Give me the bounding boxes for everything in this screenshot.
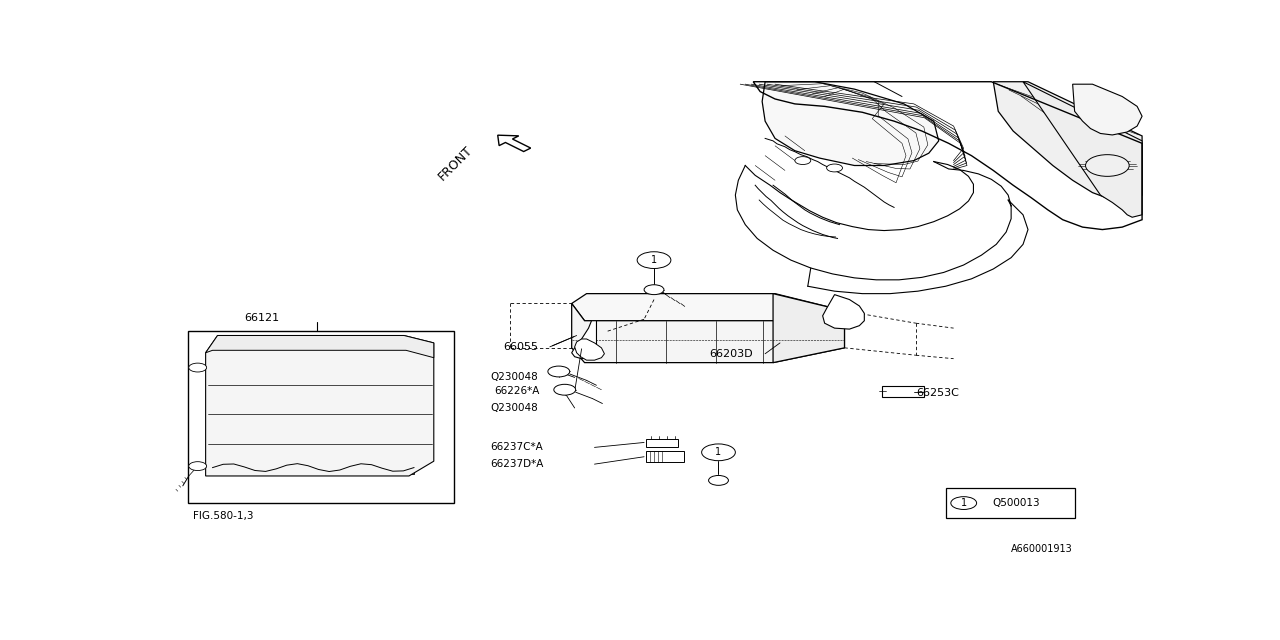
Circle shape: [644, 285, 664, 294]
Bar: [646, 438, 678, 447]
Bar: [211, 434, 238, 442]
Text: 1: 1: [652, 255, 657, 265]
Polygon shape: [823, 294, 864, 329]
Text: 66055: 66055: [503, 342, 538, 352]
Text: A660001913: A660001913: [1011, 544, 1073, 554]
Text: 66253C: 66253C: [916, 388, 959, 398]
Text: FIG.580-1,3: FIG.580-1,3: [193, 511, 253, 522]
Text: FRONT: FRONT: [436, 143, 475, 183]
Polygon shape: [572, 294, 845, 321]
Polygon shape: [773, 294, 845, 363]
Text: 1: 1: [716, 447, 722, 458]
Circle shape: [701, 444, 735, 461]
Circle shape: [188, 461, 206, 470]
Polygon shape: [575, 339, 604, 360]
Text: 66121: 66121: [244, 313, 279, 323]
Text: 66226*A: 66226*A: [494, 386, 540, 396]
Polygon shape: [206, 335, 434, 358]
Text: 1: 1: [961, 498, 966, 508]
Circle shape: [637, 252, 671, 269]
Text: 66237C*A: 66237C*A: [490, 442, 543, 452]
Polygon shape: [762, 82, 938, 166]
Circle shape: [795, 157, 810, 164]
Text: Q230048: Q230048: [490, 403, 538, 413]
Text: Q230048: Q230048: [490, 372, 538, 383]
Polygon shape: [1073, 84, 1142, 135]
Circle shape: [709, 476, 728, 485]
Text: 66237D*A: 66237D*A: [490, 459, 544, 469]
Polygon shape: [572, 303, 845, 363]
Polygon shape: [1023, 82, 1142, 217]
Circle shape: [554, 384, 576, 395]
Polygon shape: [572, 321, 596, 358]
Circle shape: [548, 366, 570, 377]
Text: 66203D: 66203D: [709, 349, 753, 359]
Circle shape: [827, 164, 842, 172]
Bar: [882, 387, 924, 397]
Bar: [646, 451, 684, 462]
Polygon shape: [206, 335, 434, 476]
Polygon shape: [498, 135, 531, 152]
Circle shape: [188, 363, 206, 372]
Polygon shape: [993, 82, 1142, 202]
Circle shape: [951, 497, 977, 509]
Bar: [188, 331, 453, 503]
Bar: [389, 465, 413, 474]
Text: Q500013: Q500013: [993, 498, 1041, 508]
Circle shape: [1085, 155, 1129, 177]
Bar: [946, 488, 1075, 518]
